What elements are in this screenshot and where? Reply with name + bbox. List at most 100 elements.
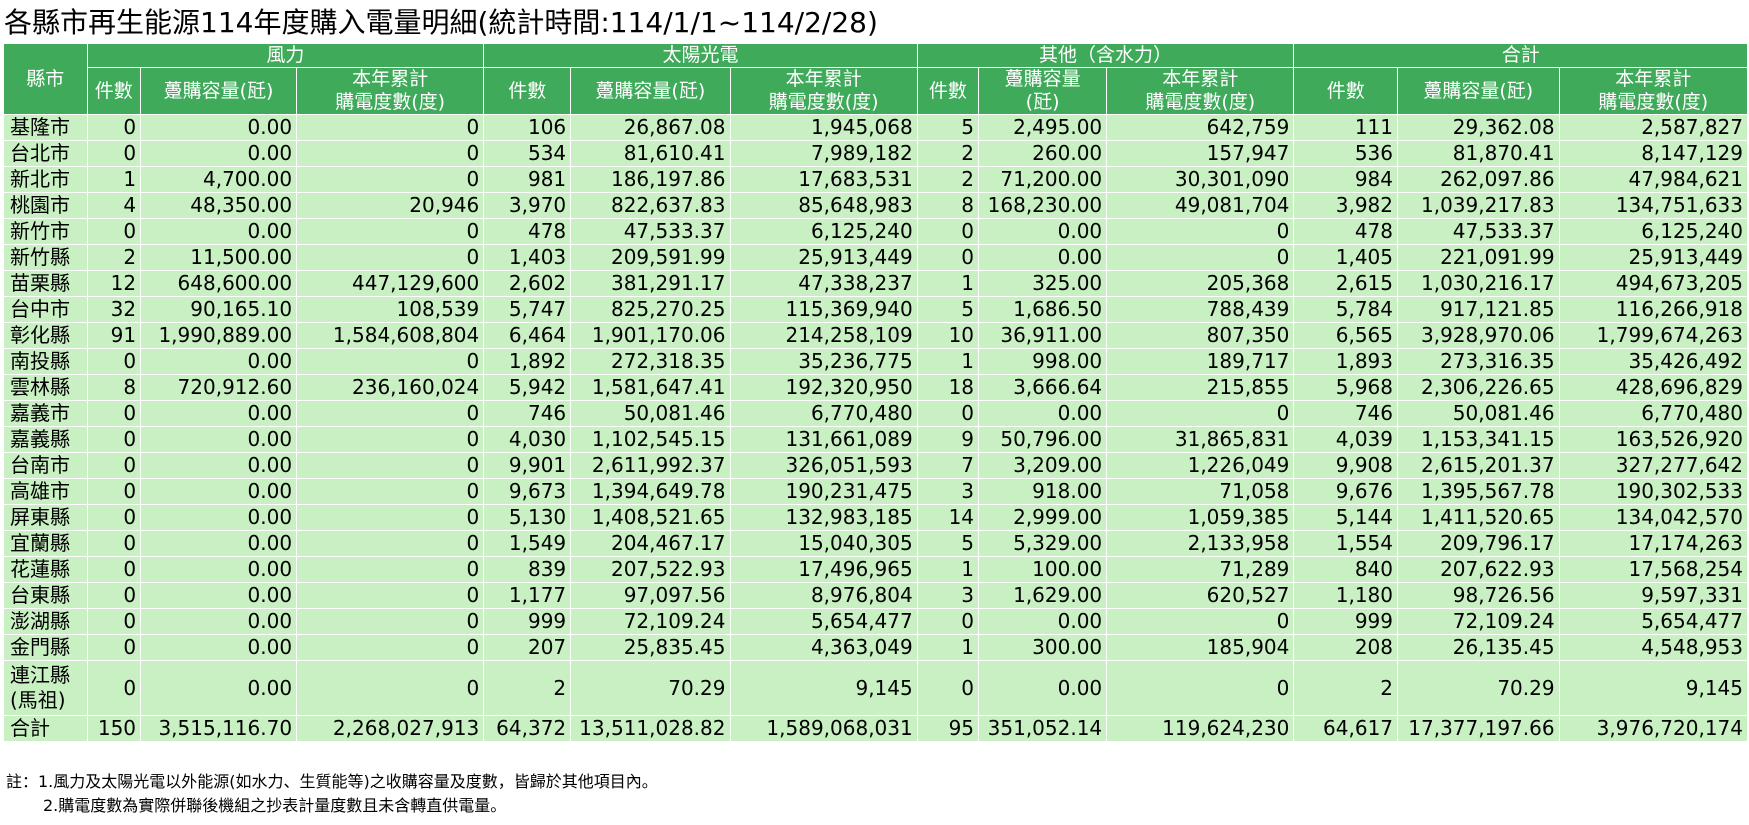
value-cell: 0.00	[140, 530, 298, 557]
value-cell: 35,236,775	[729, 348, 918, 375]
value-cell: 207	[483, 634, 572, 661]
annual-kwh-header: 本年累計 購電度數(度)	[729, 67, 918, 115]
value-cell: 494,673,205	[1558, 270, 1749, 297]
capacity-header: 躉購容量(瓩)	[140, 67, 298, 115]
value-cell: 0	[86, 218, 142, 245]
value-cell: 0	[296, 504, 485, 531]
value-cell: 64,617	[1293, 715, 1399, 742]
value-cell: 6,770,480	[1558, 400, 1749, 427]
value-cell: 50,081.46	[570, 400, 731, 427]
value-cell: 208	[1293, 634, 1399, 661]
value-cell: 70.29	[570, 660, 731, 716]
value-cell: 3,970	[483, 192, 572, 219]
value-cell: 3	[916, 582, 980, 609]
value-cell: 2,268,027,913	[296, 715, 485, 742]
table-row: 苗栗縣 12 648,600.00 447,129,600 2,602 381,291.1…	[3, 270, 1749, 297]
value-cell: 31,865,831	[1106, 426, 1295, 453]
value-cell: 0.00	[140, 634, 298, 661]
value-cell: 0	[296, 166, 485, 193]
value-cell: 0	[86, 608, 142, 635]
county-cell: 桃園市	[3, 192, 88, 219]
value-cell: 0	[86, 582, 142, 609]
value-cell: 209,591.99	[570, 244, 731, 271]
value-cell: 2,306,226.65	[1397, 374, 1560, 401]
value-cell: 5,329.00	[978, 530, 1108, 557]
value-cell: 4	[86, 192, 142, 219]
value-cell: 205,368	[1106, 270, 1295, 297]
table-row: 台中市 32 90,165.10 108,539 5,747 825,270.25 115,…	[3, 296, 1749, 323]
value-cell: 5,942	[483, 374, 572, 401]
value-cell: 984	[1293, 166, 1399, 193]
value-cell: 47,338,237	[729, 270, 918, 297]
value-cell: 1,892	[483, 348, 572, 375]
value-cell: 0	[296, 530, 485, 557]
value-cell: 1,799,674,263	[1558, 322, 1749, 349]
value-cell: 2	[916, 166, 980, 193]
value-cell: 1,893	[1293, 348, 1399, 375]
value-cell: 47,533.37	[570, 218, 731, 245]
value-cell: 0.00	[140, 348, 298, 375]
value-cell: 0	[296, 660, 485, 716]
value-cell: 5,130	[483, 504, 572, 531]
value-cell: 47,984,621	[1558, 166, 1749, 193]
value-cell: 918.00	[978, 478, 1108, 505]
value-cell: 1,177	[483, 582, 572, 609]
value-cell: 190,231,475	[729, 478, 918, 505]
value-cell: 1,408,521.65	[570, 504, 731, 531]
county-cell: 新竹縣	[3, 244, 88, 271]
table-row: 雲林縣 8 720,912.60 236,160,024 5,942 1,581,647.…	[3, 374, 1749, 401]
value-cell: 0	[86, 478, 142, 505]
value-cell: 25,913,449	[1558, 244, 1749, 271]
value-cell: 106	[483, 114, 572, 141]
total-row: 合計 150 3,515,116.70 2,268,027,913 64,372 13,5…	[3, 715, 1749, 742]
value-cell: 822,637.83	[570, 192, 731, 219]
value-cell: 2,495.00	[978, 114, 1108, 141]
value-cell: 5,144	[1293, 504, 1399, 531]
value-cell: 5,747	[483, 296, 572, 323]
value-cell: 5,784	[1293, 296, 1399, 323]
value-cell: 131,661,089	[729, 426, 918, 453]
county-cell: 新竹市	[3, 218, 88, 245]
value-cell: 1,039,217.83	[1397, 192, 1560, 219]
value-cell: 209,796.17	[1397, 530, 1560, 557]
value-cell: 2,587,827	[1558, 114, 1749, 141]
value-cell: 4,363,049	[729, 634, 918, 661]
county-cell: 連江縣 (馬祖)	[3, 660, 88, 716]
value-cell: 1,180	[1293, 582, 1399, 609]
county-cell: 台中市	[3, 296, 88, 323]
value-cell: 70.29	[1397, 660, 1560, 716]
value-cell: 1,945,068	[729, 114, 918, 141]
value-cell: 1	[916, 634, 980, 661]
value-cell: 0.00	[140, 660, 298, 716]
table-row: 新竹縣 2 11,500.00 0 1,403 209,591.99 25,913,449 0…	[3, 244, 1749, 271]
value-cell: 0.00	[140, 400, 298, 427]
value-cell: 9,673	[483, 478, 572, 505]
value-cell: 7,989,182	[729, 140, 918, 167]
value-cell: 11,500.00	[140, 244, 298, 271]
value-cell: 215,855	[1106, 374, 1295, 401]
county-cell: 基隆市	[3, 114, 88, 141]
group-header-solar: 太陽光電	[483, 43, 918, 68]
group-header-total: 合計	[1293, 43, 1748, 68]
value-cell: 2,611,992.37	[570, 452, 731, 479]
value-cell: 1,629.00	[978, 582, 1108, 609]
value-cell: 0	[296, 478, 485, 505]
value-cell: 17,683,531	[729, 166, 918, 193]
value-cell: 326,051,593	[729, 452, 918, 479]
footnotes: 註：1.風力及太陽光電以外能源(如水力、生質能等)之收購容量及度數，皆歸於其他項…	[6, 770, 658, 818]
value-cell: 26,135.45	[1397, 634, 1560, 661]
count-header: 件數	[1293, 67, 1399, 115]
value-cell: 36,911.00	[978, 322, 1108, 349]
value-cell: 3,982	[1293, 192, 1399, 219]
value-cell: 999	[483, 608, 572, 635]
value-cell: 119,624,230	[1106, 715, 1295, 742]
value-cell: 0	[86, 504, 142, 531]
value-cell: 47,533.37	[1397, 218, 1560, 245]
value-cell: 71,058	[1106, 478, 1295, 505]
table-row: 嘉義市 0 0.00 0 746 50,081.46 6,770,480 0 0.00 0 746 5…	[3, 400, 1749, 427]
group-header-wind: 風力	[86, 43, 485, 68]
value-cell: 192,320,950	[729, 374, 918, 401]
table-row: 台東縣 0 0.00 0 1,177 97,097.56 8,976,804 3 1,629.0…	[3, 582, 1749, 609]
value-cell: 116,266,918	[1558, 296, 1749, 323]
table-row: 澎湖縣 0 0.00 0 999 72,109.24 5,654,477 0 0.00 0 999 7…	[3, 608, 1749, 635]
